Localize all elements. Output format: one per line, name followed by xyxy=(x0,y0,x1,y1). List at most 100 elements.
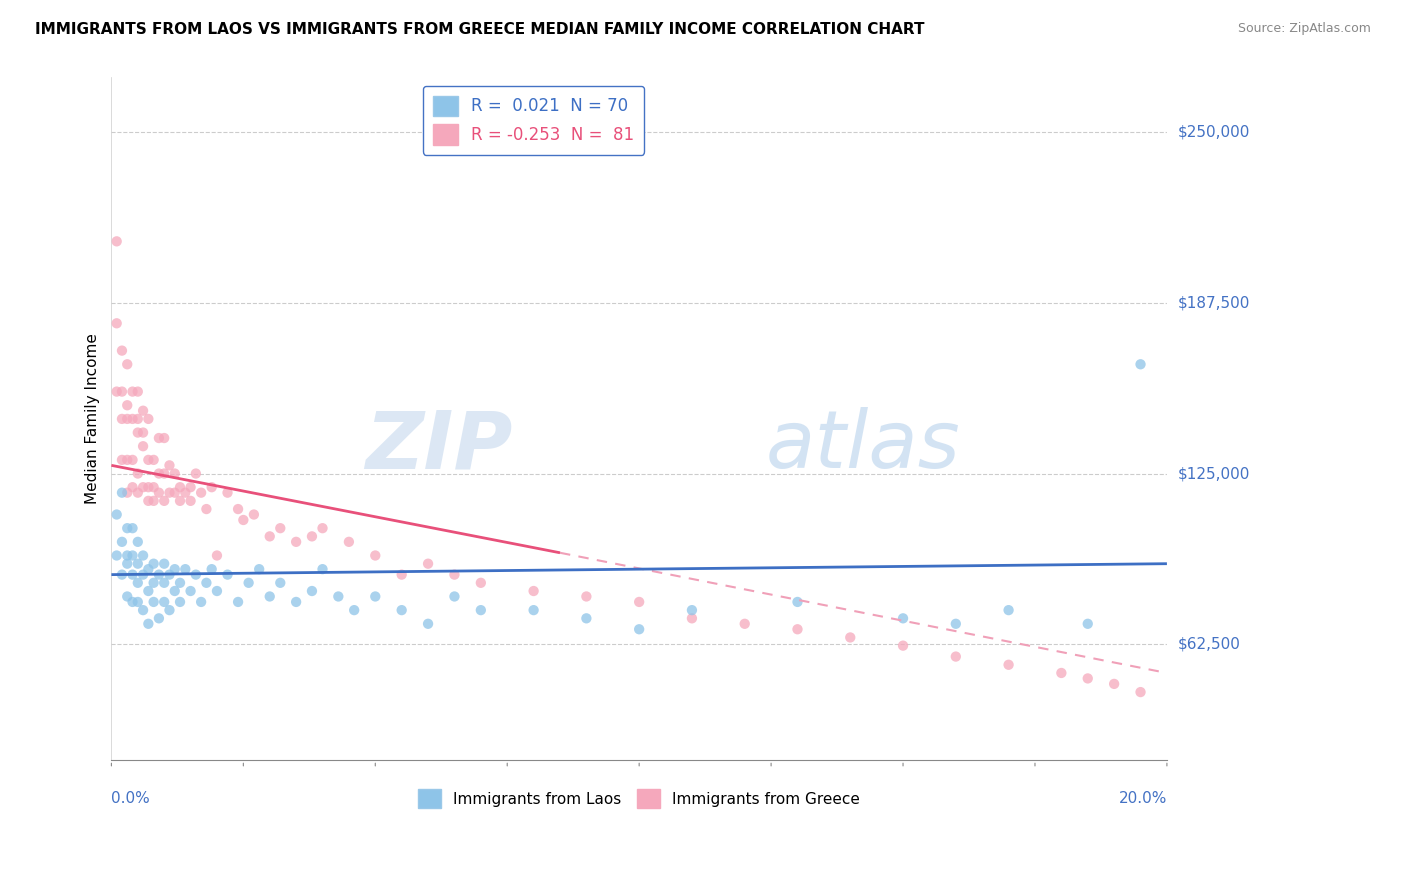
Point xyxy=(184,567,207,582)
Point xyxy=(575,611,598,625)
Point xyxy=(159,458,181,473)
Point xyxy=(226,595,249,609)
Point xyxy=(117,453,139,467)
Point xyxy=(945,616,967,631)
Point xyxy=(111,453,134,467)
Point xyxy=(1077,616,1099,631)
Point xyxy=(121,549,143,563)
Point xyxy=(153,494,176,508)
Point xyxy=(169,480,191,494)
Point xyxy=(180,494,202,508)
Point xyxy=(174,562,197,576)
Point xyxy=(328,590,350,604)
Point xyxy=(891,639,914,653)
Point xyxy=(159,485,181,500)
Point xyxy=(117,549,139,563)
Point xyxy=(285,595,308,609)
Point xyxy=(311,562,333,576)
Point xyxy=(117,412,139,426)
Point xyxy=(127,534,149,549)
Point xyxy=(105,235,128,249)
Point xyxy=(205,549,228,563)
Point xyxy=(127,384,149,399)
Point xyxy=(269,521,291,535)
Point xyxy=(121,595,143,609)
Point xyxy=(121,567,143,582)
Point xyxy=(343,603,366,617)
Text: Source: ZipAtlas.com: Source: ZipAtlas.com xyxy=(1237,22,1371,36)
Point xyxy=(195,575,218,590)
Point xyxy=(127,425,149,440)
Text: $187,500: $187,500 xyxy=(1178,295,1250,310)
Point xyxy=(121,480,143,494)
Point xyxy=(337,534,360,549)
Point xyxy=(163,467,186,481)
Point xyxy=(138,616,160,631)
Point xyxy=(148,611,170,625)
Point xyxy=(111,343,134,358)
Text: 0.0%: 0.0% xyxy=(111,791,150,806)
Point xyxy=(217,485,239,500)
Point xyxy=(105,549,128,563)
Text: IMMIGRANTS FROM LAOS VS IMMIGRANTS FROM GREECE MEDIAN FAMILY INCOME CORRELATION : IMMIGRANTS FROM LAOS VS IMMIGRANTS FROM … xyxy=(35,22,925,37)
Point xyxy=(269,575,291,590)
Point xyxy=(201,562,224,576)
Point xyxy=(628,595,651,609)
Point xyxy=(247,562,270,576)
Point xyxy=(117,521,139,535)
Point xyxy=(628,622,651,636)
Point xyxy=(117,590,139,604)
Point xyxy=(190,595,212,609)
Point xyxy=(159,567,181,582)
Point xyxy=(117,485,139,500)
Point xyxy=(153,575,176,590)
Point xyxy=(105,316,128,330)
Y-axis label: Median Family Income: Median Family Income xyxy=(86,334,100,504)
Point xyxy=(153,431,176,445)
Point xyxy=(523,584,546,599)
Point xyxy=(416,616,439,631)
Point xyxy=(132,603,155,617)
Point xyxy=(1129,685,1152,699)
Point xyxy=(138,562,160,576)
Text: $250,000: $250,000 xyxy=(1178,125,1250,139)
Point xyxy=(443,567,465,582)
Point xyxy=(205,584,228,599)
Point xyxy=(148,485,170,500)
Point xyxy=(681,611,703,625)
Point xyxy=(523,603,546,617)
Point xyxy=(238,575,260,590)
Point xyxy=(169,494,191,508)
Point xyxy=(153,557,176,571)
Point xyxy=(117,398,139,412)
Point xyxy=(127,412,149,426)
Point xyxy=(127,467,149,481)
Point xyxy=(121,453,143,467)
Point xyxy=(190,485,212,500)
Point xyxy=(105,508,128,522)
Point xyxy=(364,590,387,604)
Point xyxy=(132,425,155,440)
Point xyxy=(132,439,155,453)
Point xyxy=(111,485,134,500)
Point xyxy=(786,595,808,609)
Point xyxy=(443,590,465,604)
Point xyxy=(232,513,254,527)
Point xyxy=(111,384,134,399)
Point xyxy=(121,384,143,399)
Point xyxy=(301,529,323,543)
Point xyxy=(148,567,170,582)
Point xyxy=(111,567,134,582)
Point xyxy=(226,502,249,516)
Point xyxy=(117,357,139,371)
Point xyxy=(127,485,149,500)
Point xyxy=(391,567,413,582)
Point xyxy=(127,557,149,571)
Point xyxy=(163,485,186,500)
Point xyxy=(132,480,155,494)
Point xyxy=(997,657,1019,672)
Point xyxy=(105,384,128,399)
Point xyxy=(201,480,224,494)
Point xyxy=(891,611,914,625)
Point xyxy=(470,575,492,590)
